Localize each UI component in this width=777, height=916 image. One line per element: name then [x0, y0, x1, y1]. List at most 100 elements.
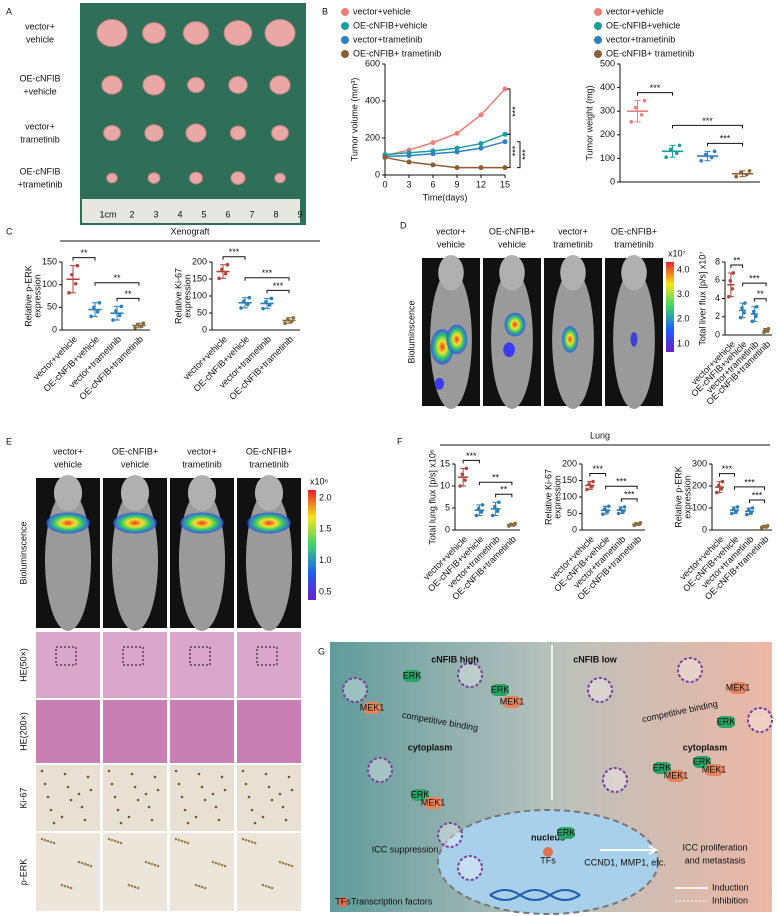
tf-label: TFs [540, 855, 556, 865]
legend-marker [341, 36, 349, 44]
sample-dot [225, 262, 230, 267]
tumor [185, 123, 207, 143]
sample-dot [766, 326, 771, 331]
legend-label: Transcription factors [351, 896, 433, 906]
y-axis-label: expression [182, 274, 192, 318]
sample-dot [286, 317, 290, 322]
column-header: vector+ [53, 446, 83, 456]
significance: ** [124, 289, 132, 299]
histology-image [103, 700, 167, 763]
protein [705, 764, 723, 776]
protein [557, 827, 575, 839]
significance-bracket [734, 486, 765, 490]
ruler-label: 6 [225, 209, 230, 219]
legend-marker [594, 36, 602, 44]
y-tick-label: 200 [600, 129, 615, 139]
significance-bracket [244, 277, 290, 281]
protein [653, 762, 671, 774]
legend-label: vector+vehicle [606, 6, 664, 16]
stain-dot [241, 769, 245, 773]
series-line [384, 156, 505, 169]
sample-dot [239, 306, 243, 310]
sample-dot [726, 294, 731, 299]
stain-dot [153, 775, 157, 779]
histology-image [170, 833, 234, 911]
stain-dot [83, 818, 87, 822]
y-tick-label: 0 [715, 329, 720, 339]
legend-marker [341, 22, 349, 30]
signal [630, 332, 638, 347]
tumor [187, 76, 205, 94]
stain-dot [290, 788, 294, 792]
zoom-box [122, 646, 144, 666]
series-line [384, 133, 506, 156]
colorbar-tick: 0.5 [319, 586, 332, 596]
stain-dot [147, 861, 151, 865]
stain-dot [211, 860, 215, 864]
column-header: OE-cNFIB+ [489, 226, 535, 236]
sample-dot [460, 472, 465, 477]
significance-bracket [730, 264, 744, 268]
significance-bracket [222, 256, 246, 260]
column-header: OE-cNFIB+ [112, 446, 158, 456]
stain-dot [113, 795, 117, 799]
stain-dot [217, 818, 221, 822]
significance-bracket [672, 124, 743, 129]
legend-label: vector+trametinib [353, 34, 422, 44]
tumor [271, 124, 289, 142]
significance-bracket [620, 498, 638, 502]
significance: *** [702, 116, 713, 126]
sample-dot [765, 523, 770, 528]
stain-dot [86, 775, 90, 779]
protein [667, 770, 685, 782]
y-tick-label: 0 [445, 524, 450, 534]
vesicle [342, 677, 368, 703]
column-header: OE-cNFIB+ [611, 226, 657, 236]
stain-dot [46, 839, 50, 843]
stain-dot [261, 883, 265, 887]
stain-dot [203, 886, 207, 890]
stain-dot [186, 841, 190, 845]
sample-dot [247, 295, 252, 300]
stain-dot [287, 863, 291, 867]
stain-dot [183, 840, 187, 844]
significance: *** [749, 273, 760, 283]
colorbar-tick: 1.0 [677, 338, 690, 348]
stain-dot [183, 808, 187, 812]
vesicle [747, 707, 773, 733]
stain-dot [52, 821, 56, 825]
colorbar-tick: 1.0 [319, 555, 332, 565]
stain-dot [220, 775, 224, 779]
sample-dot [605, 509, 610, 514]
stain-dot [281, 805, 285, 809]
stain-dot [49, 840, 53, 844]
vesicle [677, 657, 703, 683]
y-tick-label: 0 [572, 524, 577, 534]
y-axis-label: Relative Ki-67 [543, 469, 553, 525]
histology-image [237, 765, 301, 831]
protein-label: ERK [491, 684, 510, 694]
sample-dot [712, 149, 717, 154]
sample-dot [490, 513, 495, 518]
row-label: HE(50×) [18, 648, 28, 682]
error-bar [92, 302, 98, 317]
sample-dot [618, 507, 623, 511]
stain-dot [49, 808, 53, 812]
stain-dot [119, 841, 123, 845]
stain-dot [40, 837, 44, 841]
protein-label: MEK1 [500, 696, 525, 706]
y-tick-label: 0 [202, 324, 207, 334]
colorbar-unit: x10⁷ [668, 248, 686, 258]
sample-dot [668, 147, 673, 152]
significance: *** [510, 106, 520, 117]
sample-dot [730, 511, 734, 516]
tumor [101, 75, 123, 95]
significance: *** [466, 451, 477, 461]
protein-label: MEK1 [664, 770, 689, 780]
column-header: vector+ [436, 226, 466, 236]
sample-dot [734, 174, 738, 179]
tf-label: TFs [335, 896, 351, 906]
y-tick-label: 100 [600, 153, 615, 163]
protein [411, 789, 429, 801]
